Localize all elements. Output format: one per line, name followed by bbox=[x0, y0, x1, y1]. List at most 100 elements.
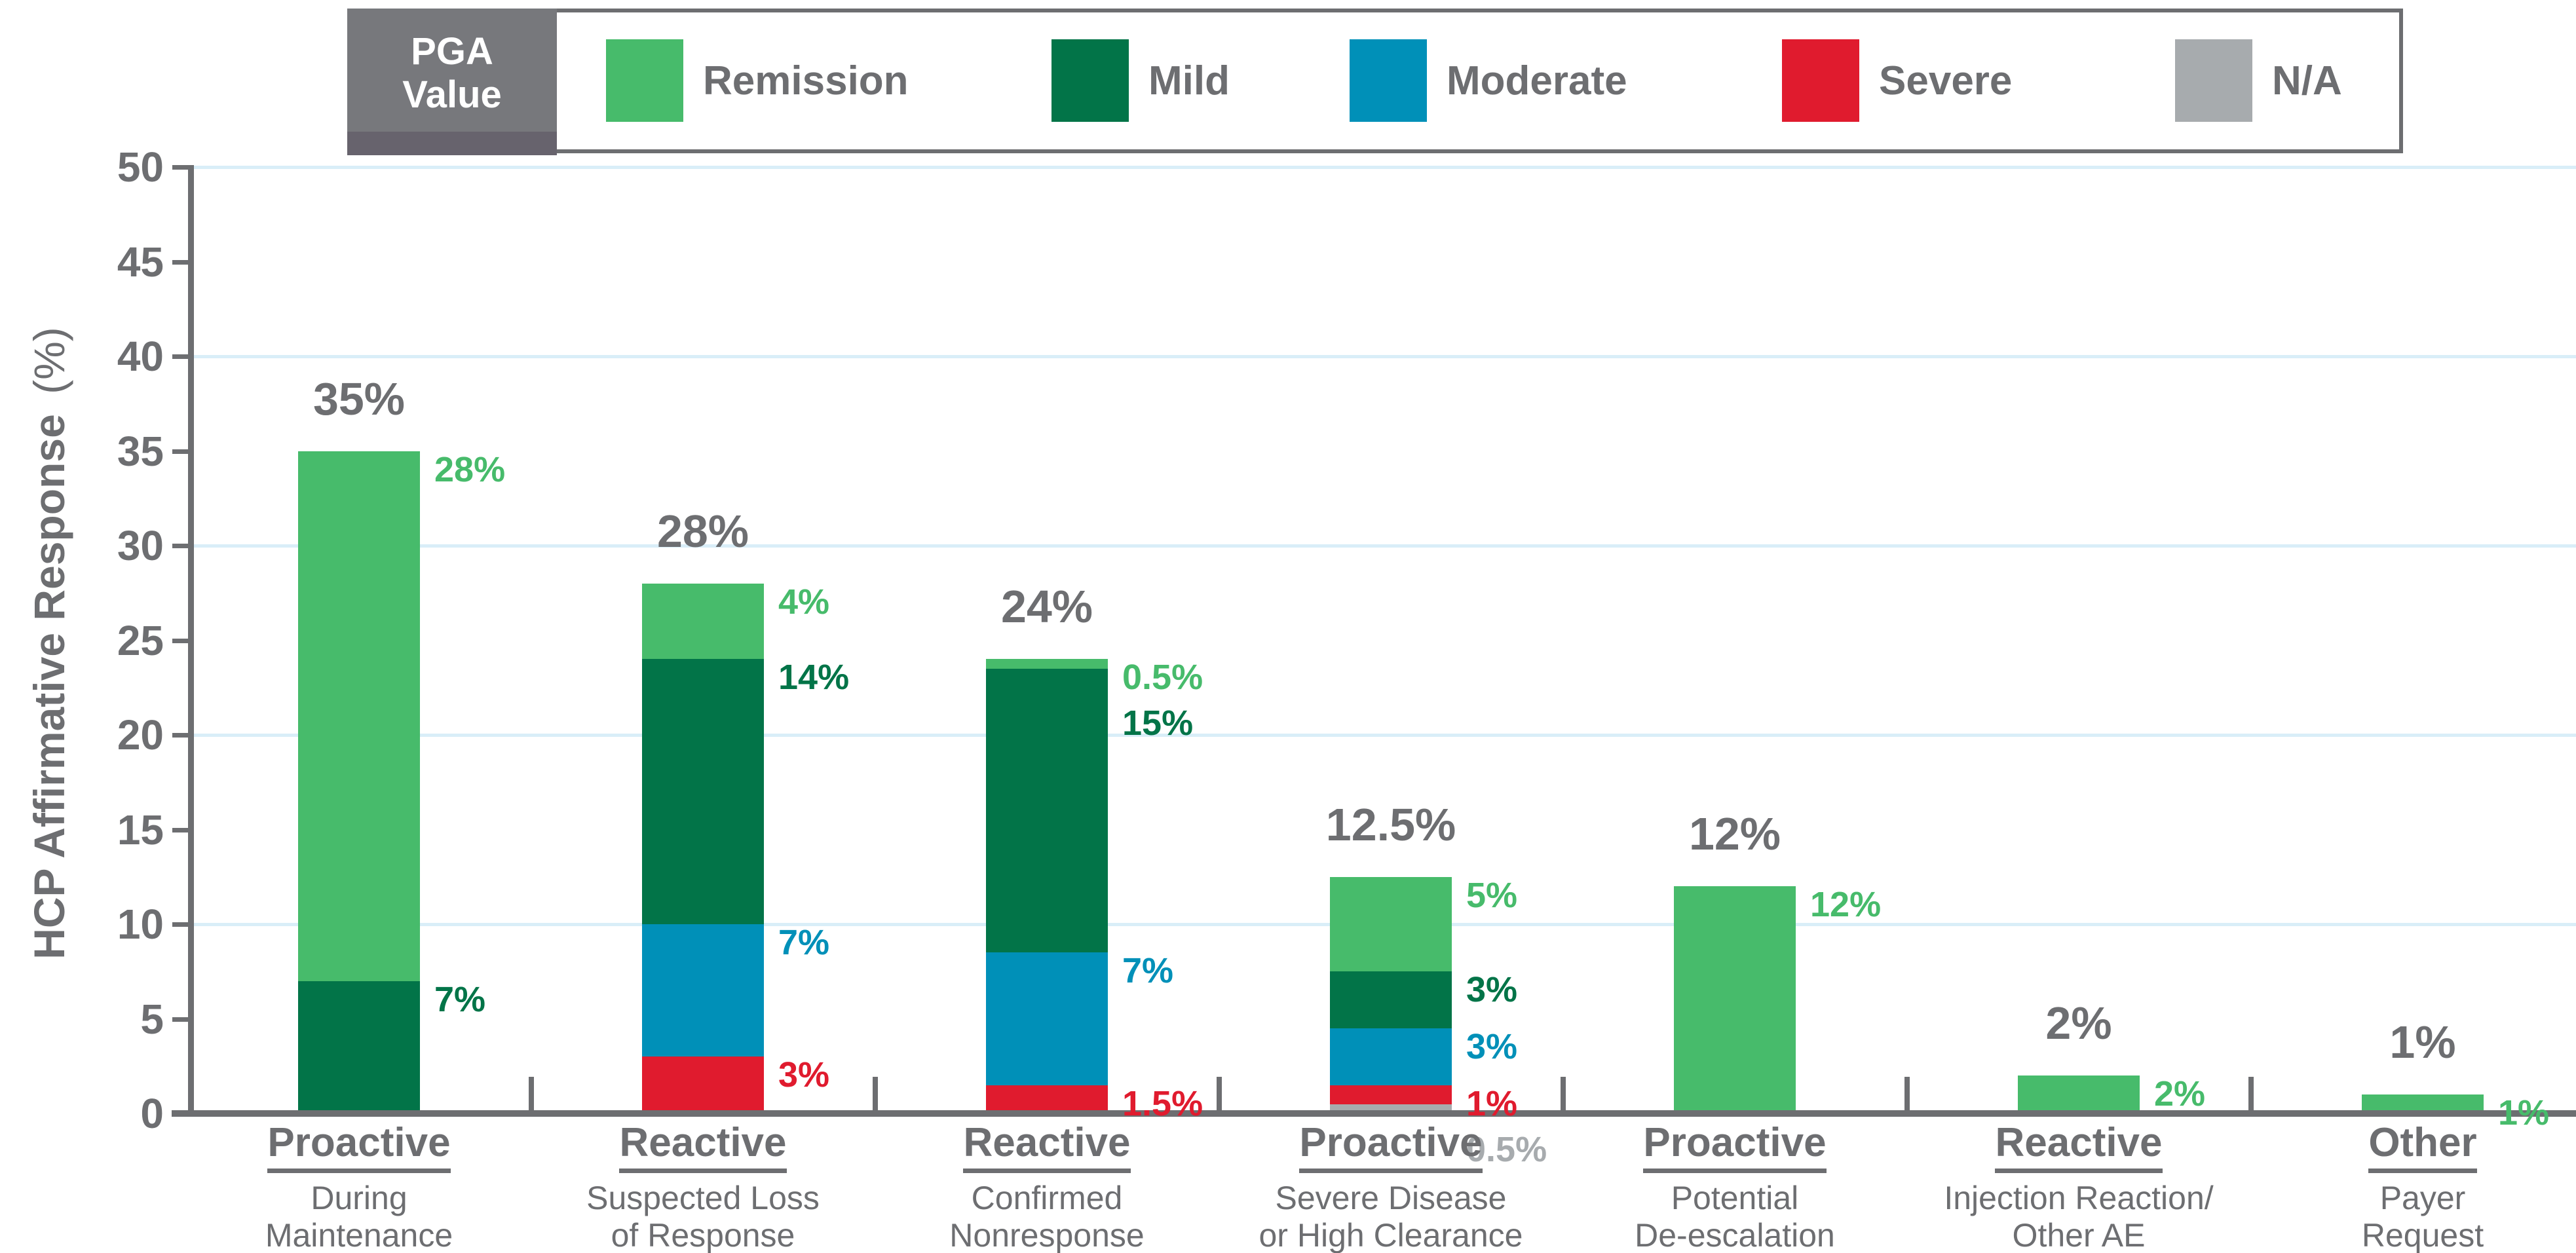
bar-2-value-label-moderate: 7% bbox=[778, 923, 830, 962]
bar-6-value-label-remission: 2% bbox=[2154, 1074, 2206, 1114]
legend-label-mild: Mild bbox=[1148, 58, 1230, 103]
y-tick-label-30: 30 bbox=[117, 522, 164, 569]
gridline-20 bbox=[194, 734, 2576, 737]
legend-swatch-mild bbox=[1051, 39, 1129, 122]
category-subtitle-4-line1: Severe Disease bbox=[1275, 1180, 1507, 1216]
category-label-5: Proactive Potential De-escalation bbox=[1563, 1121, 1906, 1253]
legend-header-line1: PGA bbox=[411, 30, 493, 73]
category-subtitle-5-line1: Potential bbox=[1671, 1180, 1799, 1216]
bar-4-segment-moderate bbox=[1330, 1028, 1452, 1085]
y-tick-label-5: 5 bbox=[140, 995, 164, 1043]
bar-4-value-label-severe: 1% bbox=[1466, 1083, 1518, 1123]
y-tick-50 bbox=[172, 165, 191, 170]
y-tick-15 bbox=[172, 827, 191, 832]
legend: Remission Mild Moderate Severe N/A bbox=[347, 9, 2403, 153]
category-subtitle-4-line2: or High Clearance bbox=[1259, 1217, 1523, 1253]
category-title-1: Proactive bbox=[267, 1121, 451, 1173]
y-tick-label-25: 25 bbox=[117, 616, 164, 664]
category-title-6: Reactive bbox=[1995, 1121, 2163, 1173]
category-label-6: Reactive Injection Reaction/Other AE bbox=[1907, 1121, 2250, 1253]
legend-swatch-severe bbox=[1782, 39, 1859, 122]
y-axis-line bbox=[188, 165, 194, 1113]
bar-2-segment-remission bbox=[642, 583, 764, 660]
bar-3-segment-remission bbox=[986, 659, 1108, 669]
y-tick-label-40: 40 bbox=[117, 333, 164, 380]
category-subtitle-3-line2: Nonresponse bbox=[949, 1217, 1145, 1253]
bar-6-total-label: 2% bbox=[2045, 998, 2112, 1049]
category-subtitle-4: Severe Disease or High Clearance bbox=[1219, 1180, 1563, 1253]
y-tick-25 bbox=[172, 638, 191, 643]
bar-3-segment-moderate bbox=[986, 952, 1108, 1085]
legend-swatch-remission bbox=[606, 39, 683, 122]
category-subtitle-5: Potential De-escalation bbox=[1563, 1180, 1906, 1253]
bar-5-segment-remission bbox=[1674, 886, 1796, 1113]
category-title-4: Proactive bbox=[1299, 1121, 1483, 1173]
bar-3-value-label-severe: 1.5% bbox=[1122, 1083, 1203, 1123]
bar-2-value-label-severe: 3% bbox=[778, 1055, 830, 1095]
bar-4-value-label-na: 0.5% bbox=[1466, 1129, 1547, 1169]
gridline-50 bbox=[194, 166, 2576, 169]
category-label-7: Other Payer Request bbox=[2251, 1121, 2576, 1253]
category-label-3: Reactive Confirmed Nonresponse bbox=[875, 1121, 1219, 1253]
bar-1-segment-mild bbox=[298, 981, 420, 1113]
category-separator-tick-1 bbox=[528, 1077, 534, 1113]
legend-header-shadow bbox=[347, 132, 557, 155]
bar-4-total-label: 12.5% bbox=[1325, 798, 1456, 850]
category-separator-tick-4 bbox=[1560, 1077, 1566, 1113]
bar-4-segment-severe bbox=[1330, 1085, 1452, 1104]
bar-3-segment-severe bbox=[986, 1085, 1108, 1113]
category-subtitle-6: Injection Reaction/Other AE bbox=[1907, 1180, 2250, 1253]
bar-5-value-label-remission: 12% bbox=[1810, 885, 1882, 925]
gridline-40 bbox=[194, 355, 2576, 358]
category-title-7: Other bbox=[2368, 1121, 2477, 1173]
y-tick-40 bbox=[172, 354, 191, 359]
y-tick-label-15: 15 bbox=[117, 806, 164, 853]
legend-label-moderate: Moderate bbox=[1447, 58, 1627, 103]
y-tick-label-45: 45 bbox=[117, 238, 164, 286]
category-label-2: Reactive Suspected Loss of Response bbox=[531, 1121, 875, 1253]
bar-4-value-label-moderate: 3% bbox=[1466, 1026, 1518, 1066]
bar-6-segment-remission bbox=[2018, 1075, 2140, 1113]
category-separator-tick-5 bbox=[1904, 1077, 1910, 1113]
legend-swatch-na bbox=[2175, 39, 2252, 122]
y-tick-45 bbox=[172, 259, 191, 265]
bar-3-value-label-moderate: 7% bbox=[1122, 951, 1174, 991]
bar-2-segment-severe bbox=[642, 1057, 764, 1113]
legend-header-pga-value: PGA Value bbox=[347, 9, 557, 155]
bar-2-value-label-mild: 14% bbox=[778, 658, 850, 698]
bar-1-total-label: 35% bbox=[313, 373, 406, 424]
bar-2-segment-mild bbox=[642, 659, 764, 924]
category-label-1: Proactive During Maintenance bbox=[187, 1121, 531, 1253]
bar-2-total-label: 28% bbox=[656, 505, 749, 557]
bar-3-total-label: 24% bbox=[1000, 581, 1093, 633]
category-subtitle-7-line1: Payer bbox=[2379, 1180, 2466, 1216]
category-separator-tick-6 bbox=[2248, 1077, 2254, 1113]
bar-1-value-label-mild: 7% bbox=[434, 979, 486, 1019]
category-subtitle-5-line2: De-escalation bbox=[1635, 1217, 1835, 1253]
category-title-5: Proactive bbox=[1643, 1121, 1827, 1173]
y-axis-title-main: HCP Affirmative Response bbox=[25, 414, 73, 960]
legend-label-remission: Remission bbox=[703, 58, 909, 103]
category-label-4: Proactive Severe Disease or High Clearance bbox=[1219, 1121, 1563, 1253]
category-subtitle-3: Confirmed Nonresponse bbox=[875, 1180, 1219, 1253]
y-tick-label-50: 50 bbox=[117, 143, 164, 191]
bar-4-value-label-remission: 5% bbox=[1466, 875, 1518, 915]
bar-3-segment-mild bbox=[986, 668, 1108, 953]
category-separator-tick-3 bbox=[1216, 1077, 1222, 1113]
y-tick-20 bbox=[172, 733, 191, 738]
bar-7-value-label-remission: 1% bbox=[2498, 1093, 2550, 1133]
bar-4-segment-mild bbox=[1330, 971, 1452, 1028]
category-subtitle-2-line2: of Response bbox=[611, 1217, 795, 1253]
category-subtitle-1: During Maintenance bbox=[187, 1180, 531, 1253]
legend-item-severe: Severe bbox=[1782, 39, 2012, 122]
category-title-3: Reactive bbox=[963, 1121, 1131, 1173]
bar-4-segment-remission bbox=[1330, 876, 1452, 972]
y-tick-label-20: 20 bbox=[117, 711, 164, 758]
category-title-2: Reactive bbox=[619, 1121, 787, 1173]
bar-3-value-label-mild: 15% bbox=[1122, 703, 1194, 743]
bar-4-value-label-mild: 3% bbox=[1466, 970, 1518, 1010]
legend-label-na: N/A bbox=[2272, 58, 2342, 103]
y-tick-10 bbox=[172, 922, 191, 927]
bar-2-segment-moderate bbox=[642, 924, 764, 1057]
